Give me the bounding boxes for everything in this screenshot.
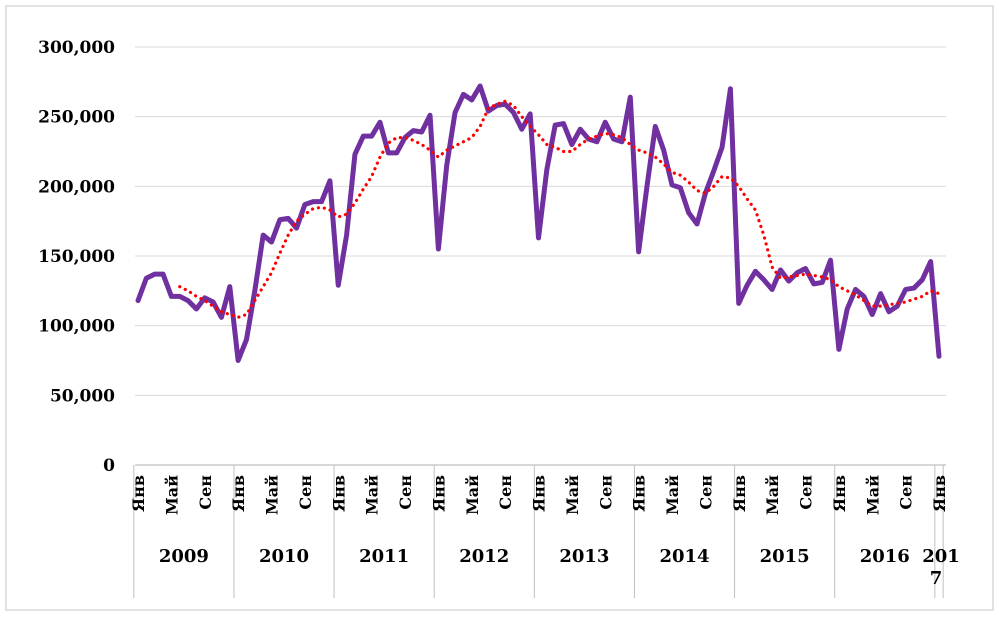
year-label: 2015: [760, 546, 810, 567]
month-tick-label: Сен: [797, 475, 816, 510]
year-label: 2011: [359, 546, 409, 567]
year-label: 201 7: [922, 546, 960, 589]
month-tick-label: Янв: [930, 475, 949, 512]
month-tick-label: Май: [563, 475, 582, 515]
series-group: [135, 83, 942, 363]
month-tick-label: Май: [263, 475, 282, 515]
month-tick-label: Сен: [897, 475, 916, 510]
month-tick-label: Сен: [196, 475, 215, 510]
month-tick-label: Сен: [596, 475, 615, 510]
x-axis: 2009 Янв Май Сен 2010 Янв Май Сен 2011 Янв Май Сен 2…: [129, 464, 960, 598]
series-line-trend: [178, 99, 941, 319]
month-tick-label: Май: [863, 475, 882, 515]
month-tick-label: Май: [363, 475, 382, 515]
year-label: 2013: [559, 546, 609, 567]
y-tick-label: 250,000: [38, 108, 115, 128]
month-tick-label: Янв: [229, 475, 248, 512]
y-tick-label: 300,000: [38, 38, 115, 58]
month-tick-label: Сен: [496, 475, 515, 510]
month-tick-label: Янв: [429, 475, 448, 512]
month-tick-label: Сен: [296, 475, 315, 510]
series-line-actual: [135, 83, 942, 363]
year-label: 2014: [659, 546, 709, 567]
year-label: 2016: [860, 546, 910, 567]
month-tick-label: Янв: [730, 475, 749, 512]
y-tick-label: 50,000: [50, 386, 115, 406]
month-tick-label: Май: [463, 475, 482, 515]
month-tick-label: Янв: [830, 475, 849, 512]
y-tick-label: 100,000: [38, 317, 115, 337]
month-tick-label: Май: [663, 475, 682, 515]
month-tick-label: Янв: [530, 475, 549, 512]
month-tick-label: Сен: [696, 475, 715, 510]
month-tick-label: Май: [162, 475, 181, 515]
y-tick-label: 0: [103, 456, 115, 476]
month-tick-label: Янв: [129, 475, 148, 512]
month-tick-label: Янв: [329, 475, 348, 512]
year-label: 2009: [159, 546, 209, 567]
month-tick-label: Янв: [630, 475, 649, 512]
month-tick-label: Май: [763, 475, 782, 515]
year-label: 2010: [259, 546, 309, 567]
y-tick-label: 150,000: [38, 247, 115, 267]
y-tick-label: 200,000: [38, 177, 115, 197]
y-axis-ticks: 0 50,000 100,000 150,000 200,000 250,000 300,0…: [38, 38, 115, 476]
month-tick-label: Сен: [396, 475, 415, 510]
year-label: 2012: [459, 546, 509, 567]
